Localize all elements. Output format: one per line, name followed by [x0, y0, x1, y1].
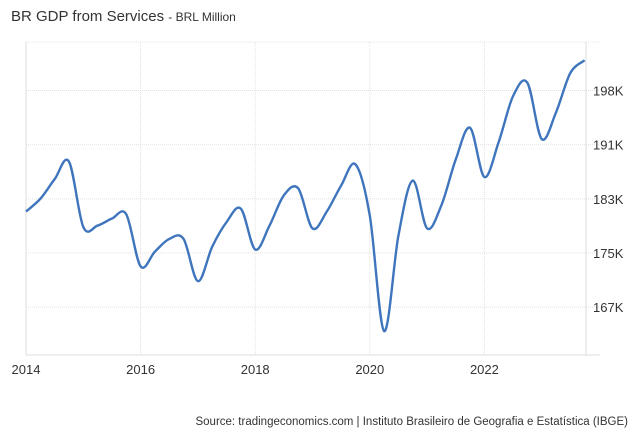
x-tick-label: 2022 — [470, 362, 499, 377]
x-tick-label: 2018 — [241, 362, 270, 377]
series-line — [25, 59, 586, 333]
chart-title: BR GDP from Services - BRL Million — [11, 8, 236, 25]
y-tick-label: 198K — [593, 84, 624, 99]
y-tick-label: 191K — [593, 138, 624, 153]
y-tick-label: 167K — [593, 300, 624, 315]
x-tick-label: 2014 — [12, 362, 41, 377]
title-text: BR GDP from Services — [11, 8, 165, 25]
source-note: Source: tradingeconomics.com | Instituto… — [195, 416, 628, 428]
chart-subtitle: - BRL Million — [168, 10, 236, 24]
x-tick-label: 2020 — [355, 362, 384, 377]
y-tick-label: 183K — [593, 192, 624, 207]
x-tick-label: 2016 — [126, 362, 155, 377]
y-tick-label: 175K — [593, 246, 624, 261]
